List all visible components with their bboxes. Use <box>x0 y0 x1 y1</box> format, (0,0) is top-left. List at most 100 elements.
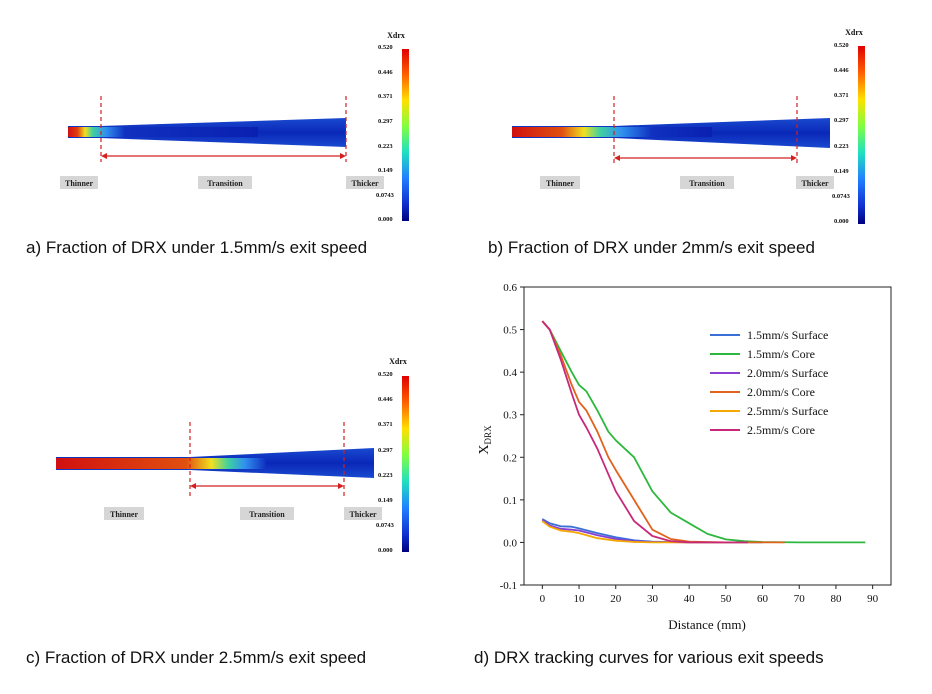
colorbar <box>402 49 409 221</box>
colorbar-tick: 0.297 <box>834 117 849 124</box>
y-axis-label: XDRX <box>477 425 493 455</box>
arrow-head-left <box>190 483 196 489</box>
y-tick-label: 0.6 <box>503 282 517 294</box>
colorbar-tick: 0.000 <box>378 216 393 223</box>
colorbar-tick: 0.520 <box>378 44 393 51</box>
x-tick-label: 60 <box>757 593 769 605</box>
panel-d: -0.1 0.0 0.1 0.2 0.3 0.4 0.5 0.6 0 10 20 30 40 50 60 7… <box>466 275 932 694</box>
legend-entry: 1.5mm/s Surface <box>747 328 828 342</box>
zone-label-transition: Transition <box>689 179 725 188</box>
zone-label-bg-thicker <box>796 176 834 189</box>
colorbar-tick: 0.446 <box>378 69 393 76</box>
caption-c: c) Fraction of DRX under 2.5mm/s exit sp… <box>26 648 367 667</box>
arrow-head-right <box>791 155 797 161</box>
x-tick-label: 0 <box>540 593 546 605</box>
colorbar-tick: 0.000 <box>834 218 849 225</box>
y-tick-label: -0.1 <box>500 580 517 592</box>
x-tick-label: 70 <box>794 593 806 605</box>
contour-plot-b: Thinner Transition Thicker Xdrx 0.520 0.… <box>512 28 865 225</box>
zone-label-bg-thicker <box>344 507 382 520</box>
x-axis-label: Distance (mm) <box>668 617 746 632</box>
series-line-6 <box>541 320 748 544</box>
zone-label-transition: Transition <box>207 179 243 188</box>
arrow-head-left <box>614 155 620 161</box>
x-tick-label: 30 <box>647 593 659 605</box>
colorbar-tick: 0.446 <box>834 67 849 74</box>
colorbar-tick: 0.223 <box>378 472 393 479</box>
zone-label-thicker: Thicker <box>349 510 377 519</box>
colorbar-tick: 0.000 <box>378 547 393 554</box>
core-strip <box>512 127 712 137</box>
zone-label-bg-transition <box>240 507 294 520</box>
colorbar-title: Xdrx <box>387 31 405 40</box>
colorbar-tick: 0.149 <box>378 497 393 504</box>
zone-label-bg-transition <box>680 176 734 189</box>
colorbar-tick: 0.223 <box>834 143 849 150</box>
panel-c: Thinner Transition Thicker Xdrx 0.520 0.… <box>0 330 466 694</box>
y-tick-label: 0.1 <box>503 495 517 507</box>
x-tick-label: 50 <box>720 593 732 605</box>
colorbar-tick: 0.297 <box>378 118 393 125</box>
zone-label-thicker: Thicker <box>801 179 829 188</box>
svg-text:XDRX: XDRX <box>477 425 493 455</box>
colorbar-tick: 0.0743 <box>376 192 395 199</box>
panel-a: Thinner Transition Thicker Xdrx 0.520 0.… <box>0 0 466 275</box>
arrow-head-left <box>101 153 107 159</box>
colorbar-ticks: 0.520 0.446 0.371 0.297 0.223 0.149 0.07… <box>832 42 851 225</box>
x-tick-label: 80 <box>830 593 842 605</box>
colorbar <box>402 376 409 552</box>
zone-label-bg-thinner <box>60 176 98 189</box>
colorbar-ticks: 0.520 0.446 0.371 0.297 0.223 0.149 0.07… <box>376 44 395 223</box>
colorbar-tick: 0.0743 <box>376 522 395 529</box>
zone-label-bg-transition <box>198 176 252 189</box>
y-axis-label-main: X <box>477 444 492 454</box>
colorbar-tick: 0.371 <box>378 421 393 428</box>
colorbar-tick: 0.297 <box>378 447 393 454</box>
series-line-5 <box>541 520 726 544</box>
colorbar-tick: 0.149 <box>834 168 849 175</box>
legend-entry: 2.5mm/s Core <box>747 423 815 437</box>
legend-entry: 2.0mm/s Core <box>747 385 815 399</box>
colorbar-tick: 0.520 <box>378 371 393 378</box>
x-axis: 0 10 20 30 40 50 60 70 80 90 <box>540 585 879 605</box>
legend: 1.5mm/s Surface 1.5mm/s Core 2.0mm/s Surfa… <box>710 328 828 437</box>
colorbar-tick: 0.520 <box>834 42 849 49</box>
colorbar-title: Xdrx <box>389 357 407 366</box>
series-line-2 <box>541 320 866 544</box>
y-tick-label: 0.4 <box>503 367 517 379</box>
y-tick-label: 0.3 <box>503 410 517 422</box>
y-tick-label: 0.2 <box>503 452 517 464</box>
y-axis: -0.1 0.0 0.1 0.2 0.3 0.4 0.5 0.6 <box>500 282 524 592</box>
zone-label-bg-thicker <box>346 176 384 189</box>
drx-line-chart: -0.1 0.0 0.1 0.2 0.3 0.4 0.5 0.6 0 10 20 30 40 50 60 7… <box>477 282 892 632</box>
colorbar-tick: 0.371 <box>834 92 849 99</box>
x-tick-label: 10 <box>574 593 586 605</box>
x-tick-label: 20 <box>610 593 622 605</box>
x-tick-label: 40 <box>684 593 696 605</box>
legend-entry: 2.5mm/s Surface <box>747 404 828 418</box>
caption-a: a) Fraction of DRX under 1.5mm/s exit sp… <box>26 238 368 257</box>
zone-label-thinner: Thinner <box>546 179 574 188</box>
caption-d: d) DRX tracking curves for various exit … <box>474 648 824 667</box>
x-tick-label: 90 <box>867 593 879 605</box>
panel-b: Thinner Transition Thicker Xdrx 0.520 0.… <box>466 0 932 275</box>
colorbar <box>858 46 865 224</box>
legend-entry: 2.0mm/s Surface <box>747 366 828 380</box>
contour-plot-c: Thinner Transition Thicker Xdrx 0.520 0.… <box>56 357 409 554</box>
zone-label-thinner: Thinner <box>65 179 93 188</box>
arrow-head-right <box>338 483 344 489</box>
zone-label-bg-thinner <box>540 176 580 189</box>
y-axis-label-sub: DRX <box>483 425 493 445</box>
colorbar-title: Xdrx <box>845 28 863 37</box>
colorbar-ticks: 0.520 0.446 0.371 0.297 0.223 0.149 0.07… <box>376 371 395 554</box>
zone-label-thicker: Thicker <box>351 179 379 188</box>
colorbar-tick: 0.223 <box>378 143 393 150</box>
core-strip <box>68 127 258 137</box>
plot-frame <box>523 286 892 586</box>
series-lines <box>541 320 866 544</box>
colorbar-tick: 0.446 <box>378 396 393 403</box>
y-tick-label: 0.0 <box>503 537 517 549</box>
colorbar-tick: 0.149 <box>378 167 393 174</box>
legend-entry: 1.5mm/s Core <box>747 347 815 361</box>
zone-label-thinner: Thinner <box>110 510 138 519</box>
